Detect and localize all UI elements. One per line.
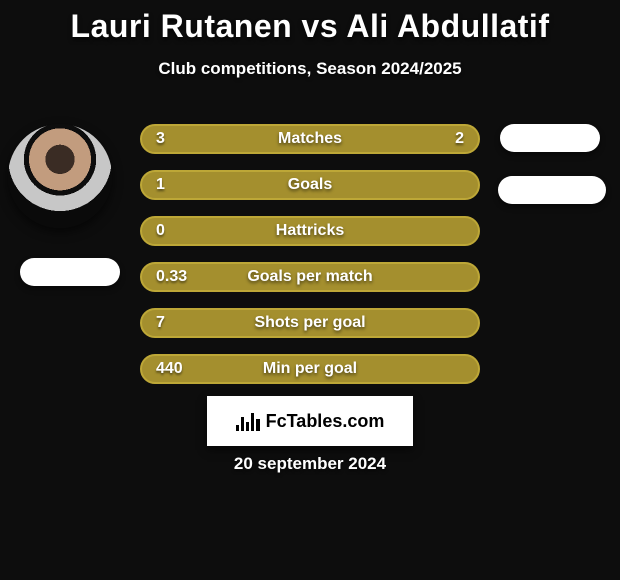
bars-icon	[236, 411, 260, 431]
page-title: Lauri Rutanen vs Ali Abdullatif	[0, 0, 620, 45]
stat-row-shots-per-goal: 7 Shots per goal	[140, 308, 480, 338]
stat-label: Goals	[288, 176, 332, 194]
stat-left-value: 7	[156, 314, 165, 332]
stat-left-value: 0	[156, 222, 165, 240]
stat-row-goals: 1 Goals	[140, 170, 480, 200]
stat-label: Shots per goal	[254, 314, 365, 332]
stat-row-goals-per-match: 0.33 Goals per match	[140, 262, 480, 292]
date-text: 20 september 2024	[234, 454, 386, 474]
comparison-infographic: Lauri Rutanen vs Ali Abdullatif Club com…	[0, 0, 620, 580]
stat-row-matches: 3 Matches 2	[140, 124, 480, 154]
stat-left-value: 1	[156, 176, 165, 194]
stats-panel: 3 Matches 2 1 Goals 0 Hattricks 0.33 Goa…	[140, 124, 480, 400]
badge-text: FcTables.com	[266, 411, 385, 432]
stat-label: Matches	[278, 130, 342, 148]
stat-left-value: 3	[156, 130, 165, 148]
player-left-name-pill	[20, 258, 120, 286]
stat-label: Min per goal	[263, 360, 357, 378]
player-right-name-pill-2	[498, 176, 606, 204]
stat-label: Hattricks	[276, 222, 344, 240]
fctables-badge: FcTables.com	[207, 396, 413, 446]
player-left-avatar	[8, 124, 112, 228]
stat-row-min-per-goal: 440 Min per goal	[140, 354, 480, 384]
season-subtitle: Club competitions, Season 2024/2025	[0, 59, 620, 79]
stat-left-value: 440	[156, 360, 183, 378]
stat-label: Goals per match	[247, 268, 372, 286]
stat-right-value: 2	[455, 130, 464, 148]
stat-row-hattricks: 0 Hattricks	[140, 216, 480, 246]
player-right-name-pill-1	[500, 124, 600, 152]
stat-left-value: 0.33	[156, 268, 187, 286]
